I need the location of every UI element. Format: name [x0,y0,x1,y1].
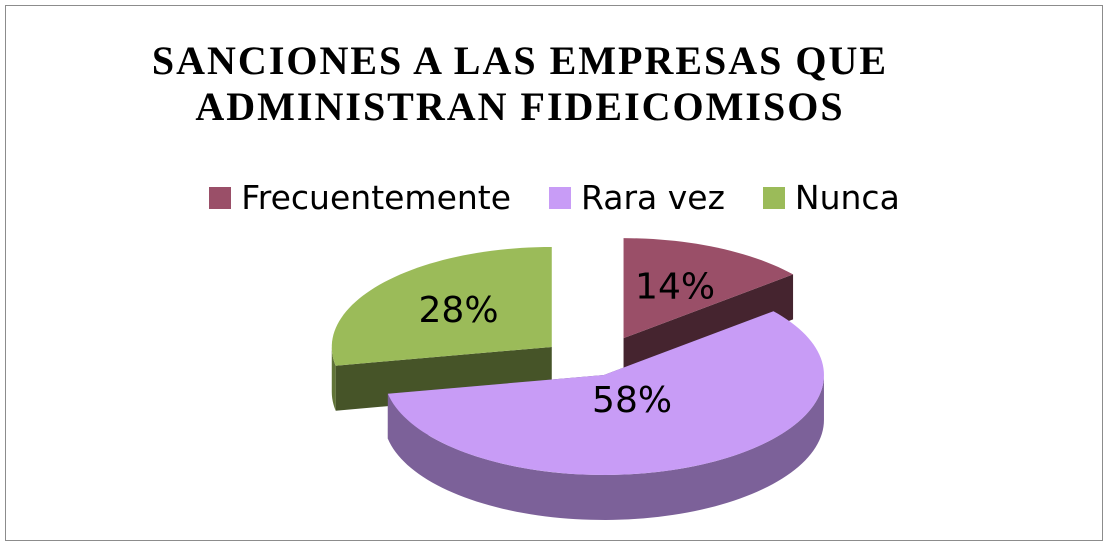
data-label: 58% [592,380,672,421]
data-label: 28% [419,290,499,331]
legend-item: Frecuentemente [209,178,511,217]
chart-title: SANCIONES A LAS EMPRESAS QUE ADMINISTRAN… [151,38,889,129]
pie-slice [623,238,794,339]
legend-label: Rara vez [581,178,725,217]
data-label: 14% [635,266,715,307]
legend-label: Nunca [794,178,900,217]
legend-swatch [209,186,232,209]
legend: Frecuentemente Rara vez Nunca [0,178,1109,217]
legend-item: Nunca [762,178,900,217]
legend-swatch [762,186,785,209]
legend-item: Rara vez [549,178,725,217]
slice-wall [387,374,824,520]
slice-wall [331,346,336,411]
legend-label: Frecuentemente [241,178,512,217]
legend-swatch [549,186,572,209]
pie-slice [331,246,552,366]
chart-frame [5,5,1103,541]
pie-slice [387,311,824,475]
